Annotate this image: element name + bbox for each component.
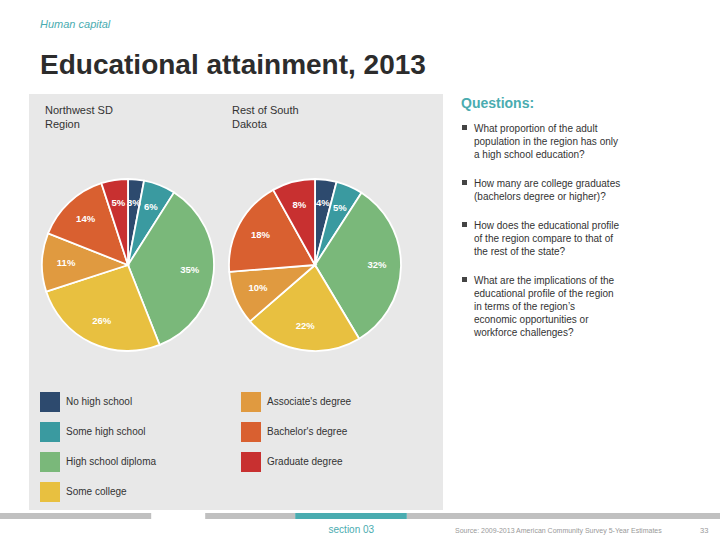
questions-title: Questions: — [461, 95, 534, 111]
legend-swatch — [241, 422, 261, 442]
footer-bar — [295, 513, 407, 519]
footer-bar — [205, 513, 295, 519]
data-label: 35% — [180, 264, 200, 275]
data-label: 18% — [251, 229, 271, 240]
pie: 3%6% 35% 26% 11% 14% 5% — [42, 179, 214, 351]
question: How does the educational profile of the r… — [474, 220, 620, 257]
text-line: What are the implications of the — [474, 275, 615, 286]
question: How many are college graduates (bachelors… — [474, 178, 620, 202]
footer-bar — [0, 513, 151, 519]
text-line: workforce challenges? — [473, 327, 574, 338]
text-line: economic opportunities or — [474, 314, 589, 325]
text-line: population in the region has only — [474, 136, 618, 147]
text-line: the rest of the state? — [474, 246, 566, 257]
source: Source: 2009-2013 American Community Sur… — [455, 527, 662, 535]
data-label: 4% — [316, 197, 330, 208]
pie: 4%5% 32% 22% 10% 18% 8% — [229, 179, 401, 351]
bullet — [462, 222, 467, 227]
data-label: 10% — [248, 282, 268, 293]
data-label: 5% — [111, 197, 125, 208]
text-line: a high school education? — [474, 149, 585, 160]
text-line: Dakota — [232, 118, 268, 130]
legend-label: Graduate degree — [267, 456, 343, 467]
pie-title: Rest of South Dakota — [232, 104, 299, 130]
text-line: What proportion of the adult — [474, 123, 598, 134]
data-label: 8% — [293, 199, 307, 210]
legend-swatch — [40, 482, 60, 502]
legend-label: High school diploma — [66, 456, 156, 467]
data-label: 14% — [76, 213, 96, 224]
data-label: 5% — [333, 202, 347, 213]
question: What proportion of the adult population i… — [474, 123, 618, 160]
text-line: (bachelors degree or higher)? — [474, 191, 606, 202]
text-line: Northwest SD — [45, 104, 113, 116]
pie-title: Northwest SD Region — [45, 104, 113, 130]
legend-swatch — [40, 422, 60, 442]
chart: Human capital Educational attainment, 201… — [0, 0, 720, 540]
pie-slice — [229, 265, 315, 321]
data-label: 26% — [92, 315, 112, 326]
pie-slice — [101, 179, 128, 265]
text-line: Region — [45, 118, 80, 130]
legend-swatch — [241, 452, 261, 472]
text-line: Rest of South — [232, 104, 299, 116]
pie-slice — [273, 179, 315, 265]
data-label: 6% — [144, 201, 158, 212]
bullet — [462, 125, 467, 130]
text-line: educational profile of the region — [474, 288, 614, 299]
legend-label: No high school — [66, 396, 132, 407]
bullet — [462, 180, 467, 185]
legend-swatch — [241, 392, 261, 412]
legend-label: Some college — [66, 486, 127, 497]
text-line: in terms of the region’s — [474, 301, 575, 312]
section-label: section 03 — [329, 524, 375, 535]
page-number: 33 — [700, 526, 708, 535]
text-line: How does the educational profile — [474, 220, 620, 231]
data-label: 32% — [367, 259, 387, 270]
question: What are the implications of the educatio… — [473, 275, 615, 338]
legend-swatch — [40, 452, 60, 472]
legend: No high school Some high school High schoo… — [40, 392, 352, 502]
panel-background — [29, 94, 443, 510]
data-label: 3% — [127, 197, 141, 208]
text-line: How many are college graduates — [474, 178, 620, 189]
data-label: 11% — [57, 257, 76, 268]
footer-bar — [407, 513, 720, 519]
legend-swatch — [40, 392, 60, 412]
title: Educational attainment, 2013 — [40, 49, 426, 80]
legend-label: Bachelor's degree — [267, 426, 348, 437]
data-label: 22% — [296, 320, 316, 331]
legend-label: Some high school — [66, 426, 146, 437]
subtitle: Human capital — [40, 18, 111, 30]
bullet — [462, 277, 467, 282]
legend-label: Associate's degree — [267, 396, 352, 407]
text-line: of the region compare to that of — [474, 233, 613, 244]
